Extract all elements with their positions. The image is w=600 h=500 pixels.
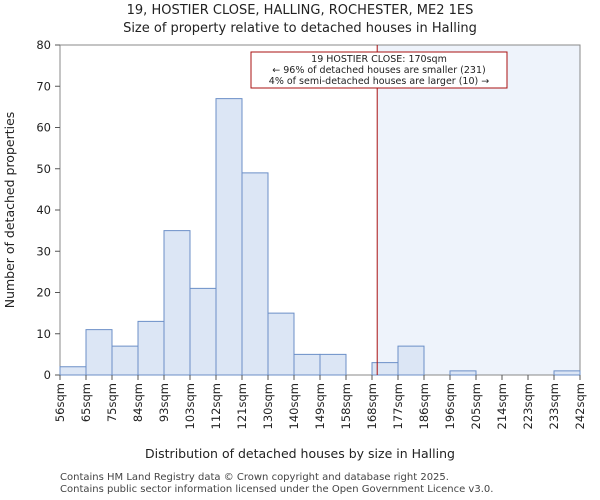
x-tick-label: 149sqm <box>313 383 327 429</box>
x-tick-label: 177sqm <box>391 383 405 429</box>
y-tick-label: 0 <box>44 368 51 382</box>
x-axis-label: Distribution of detached houses by size … <box>145 446 455 461</box>
x-tick-label: 56sqm <box>53 383 67 422</box>
x-tick-label: 158sqm <box>339 383 353 429</box>
bar-93sqm <box>163 230 191 376</box>
annotation-line: 19 HOSTIER CLOSE: 170sqm <box>311 54 447 65</box>
x-tick-label: 233sqm <box>547 383 561 429</box>
annotation-box <box>250 51 508 89</box>
x-tick-label: 84sqm <box>131 383 145 422</box>
y-tick-label: 30 <box>36 244 51 258</box>
bar-75sqm <box>111 345 139 376</box>
y-tick-label: 70 <box>36 79 51 93</box>
bar-121sqm <box>241 172 269 376</box>
bar-140sqm <box>293 353 321 376</box>
annotation-line: ← 96% of detached houses are smaller (23… <box>272 65 485 76</box>
chart-title: 19, HOSTIER CLOSE, HALLING, ROCHESTER, M… <box>127 3 474 18</box>
bar-149sqm <box>319 353 347 376</box>
x-tick-label: 65sqm <box>79 383 93 422</box>
x-tick-label: 214sqm <box>495 383 509 429</box>
x-tick-label: 168sqm <box>365 383 379 429</box>
bar-56sqm <box>59 366 87 376</box>
y-tick-label: 80 <box>36 38 51 52</box>
y-axis-label: Number of detached properties <box>2 112 17 309</box>
bar-84sqm <box>137 320 165 376</box>
footer-copyright: Contains HM Land Registry data © Crown c… <box>60 472 449 483</box>
y-tick-label: 20 <box>36 286 51 300</box>
bar-103sqm <box>189 287 217 376</box>
chart-subtitle: Size of property relative to detached ho… <box>123 21 477 36</box>
x-tick-label: 112sqm <box>209 383 223 429</box>
bar-177sqm <box>397 345 425 376</box>
bar-112sqm <box>215 98 243 376</box>
bar-168sqm <box>371 362 399 376</box>
y-tick-label: 10 <box>36 327 51 341</box>
x-tick-label: 103sqm <box>183 383 197 429</box>
bar-65sqm <box>85 329 113 376</box>
bar-233sqm <box>553 370 581 376</box>
x-tick-label: 121sqm <box>235 383 249 429</box>
x-tick-label: 242sqm <box>573 383 587 429</box>
x-tick-label: 196sqm <box>443 383 457 429</box>
annotation-line: 4% of semi-detached houses are larger (1… <box>269 76 489 87</box>
x-tick-label: 186sqm <box>417 383 431 429</box>
bar-130sqm <box>267 312 295 376</box>
footer-licence: Contains public sector information licen… <box>60 484 494 495</box>
x-tick-label: 205sqm <box>469 383 483 429</box>
bar-196sqm <box>449 370 477 376</box>
x-tick-label: 75sqm <box>105 383 119 422</box>
x-tick-label: 93sqm <box>157 383 171 422</box>
y-tick-label: 50 <box>36 162 51 176</box>
y-tick-label: 60 <box>36 121 51 135</box>
x-tick-label: 130sqm <box>261 383 275 429</box>
y-tick-label: 40 <box>36 203 51 217</box>
x-tick-label: 223sqm <box>521 383 535 429</box>
x-tick-label: 140sqm <box>287 383 301 429</box>
larger-region-shading <box>377 45 580 375</box>
